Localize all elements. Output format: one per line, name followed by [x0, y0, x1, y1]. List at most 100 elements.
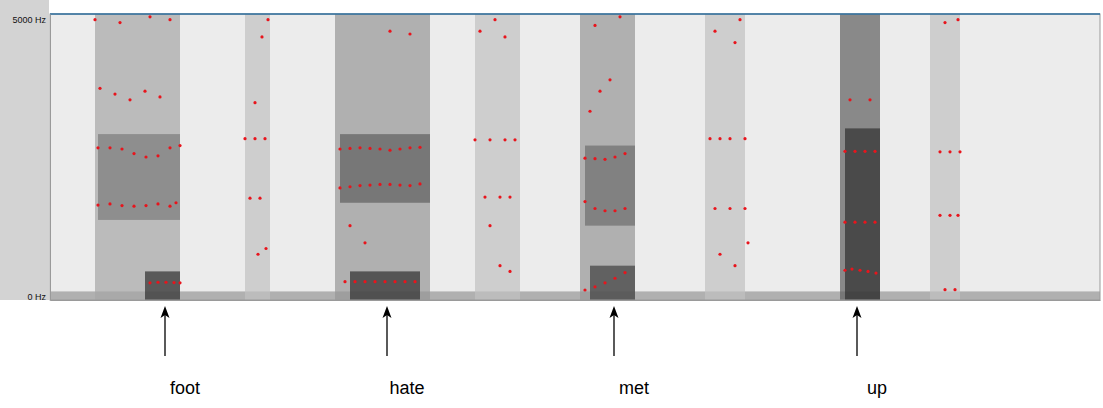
- formant-point: [118, 21, 121, 24]
- formant-point: [608, 78, 611, 81]
- formant-point: [128, 98, 131, 101]
- arrow-head: [610, 306, 619, 318]
- formant-point: [248, 197, 251, 200]
- formant-point: [858, 269, 861, 272]
- formant-point: [583, 157, 586, 160]
- formant-point: [488, 224, 491, 227]
- formant-point: [488, 138, 491, 141]
- formant-point: [623, 152, 626, 155]
- formant-point: [498, 264, 501, 267]
- formant-point: [358, 184, 361, 187]
- formant-point: [873, 150, 876, 153]
- formant-point: [96, 203, 99, 206]
- formant-point: [108, 202, 111, 205]
- formant-point: [513, 138, 516, 141]
- formant-point: [263, 137, 266, 140]
- formant-point: [358, 146, 361, 149]
- x-axis: [51, 300, 1101, 301]
- formant-point: [613, 209, 616, 212]
- formant-point: [338, 186, 341, 189]
- energy-band: [845, 128, 880, 300]
- formant-point: [728, 137, 731, 140]
- formant-point: [258, 197, 261, 200]
- y-tick: 5000 Hz: [12, 15, 50, 25]
- formant-point: [623, 207, 626, 210]
- formant-point: [158, 95, 161, 98]
- formant-point: [948, 150, 951, 153]
- formant-point: [718, 137, 721, 140]
- energy-band: [585, 146, 635, 226]
- formant-point: [713, 207, 716, 210]
- formant-point: [613, 277, 616, 280]
- formant-point: [473, 138, 476, 141]
- arrow-head: [853, 306, 862, 318]
- formant-point: [343, 280, 346, 283]
- formant-point: [156, 202, 159, 205]
- formant-point: [388, 149, 391, 152]
- formant-point: [593, 157, 596, 160]
- formant-point: [938, 150, 941, 153]
- formant-point: [378, 183, 381, 186]
- formant-point: [603, 281, 606, 284]
- energy-band: [840, 14, 880, 300]
- energy-band: [705, 14, 745, 300]
- formant-point: [956, 18, 959, 21]
- formant-point: [743, 207, 746, 210]
- formant-point: [503, 35, 506, 38]
- formant-point: [408, 184, 411, 187]
- formant-point: [493, 18, 496, 21]
- formant-point: [178, 281, 181, 284]
- arrow-head: [161, 306, 170, 318]
- formant-point: [388, 30, 391, 33]
- formant-point: [148, 281, 151, 284]
- formant-point: [398, 147, 401, 150]
- formant-point: [243, 137, 246, 140]
- formant-point: [943, 21, 946, 24]
- formant-point: [583, 288, 586, 291]
- formant-point: [483, 195, 486, 198]
- formant-point: [164, 281, 167, 284]
- formant-point: [178, 144, 181, 147]
- formant-point: [348, 147, 351, 150]
- formant-point: [593, 285, 596, 288]
- formant-point: [393, 280, 396, 283]
- arrow-shaft: [856, 314, 857, 356]
- formant-point: [708, 137, 711, 140]
- formant-point: [253, 137, 256, 140]
- formant-point: [132, 205, 135, 208]
- energy-band: [98, 134, 180, 220]
- formant-point: [96, 146, 99, 149]
- formant-point: [156, 281, 159, 284]
- formant-point: [168, 18, 171, 21]
- formant-point: [738, 18, 741, 21]
- formant-point: [132, 152, 135, 155]
- formant-point: [713, 30, 716, 33]
- energy-band: [475, 14, 520, 300]
- formant-point: [353, 280, 356, 283]
- x-axis-line: [51, 300, 1101, 301]
- formant-point: [873, 221, 876, 224]
- formant-point: [256, 253, 259, 256]
- formant-point: [943, 288, 946, 291]
- plot-frame: [50, 14, 1100, 300]
- y-axis-line: [50, 15, 51, 301]
- formant-point: [120, 147, 123, 150]
- energy-band: [340, 134, 430, 203]
- formant-point: [348, 224, 351, 227]
- formant-point: [938, 214, 941, 217]
- formant-point: [348, 185, 351, 188]
- formant-point: [108, 146, 111, 149]
- y-tick-label: 5000 Hz: [12, 15, 46, 25]
- label-panel: [0, 0, 49, 300]
- formant-point: [113, 92, 116, 95]
- formant-point: [368, 147, 371, 150]
- plot-background: [50, 14, 1100, 300]
- formant-point: [168, 205, 171, 208]
- formant-point: [623, 271, 626, 274]
- formant-point: [338, 147, 341, 150]
- formant-point: [383, 280, 386, 283]
- energy-band: [580, 14, 635, 300]
- formant-point: [598, 90, 601, 93]
- formant-point: [174, 201, 177, 204]
- formant-point: [593, 24, 596, 27]
